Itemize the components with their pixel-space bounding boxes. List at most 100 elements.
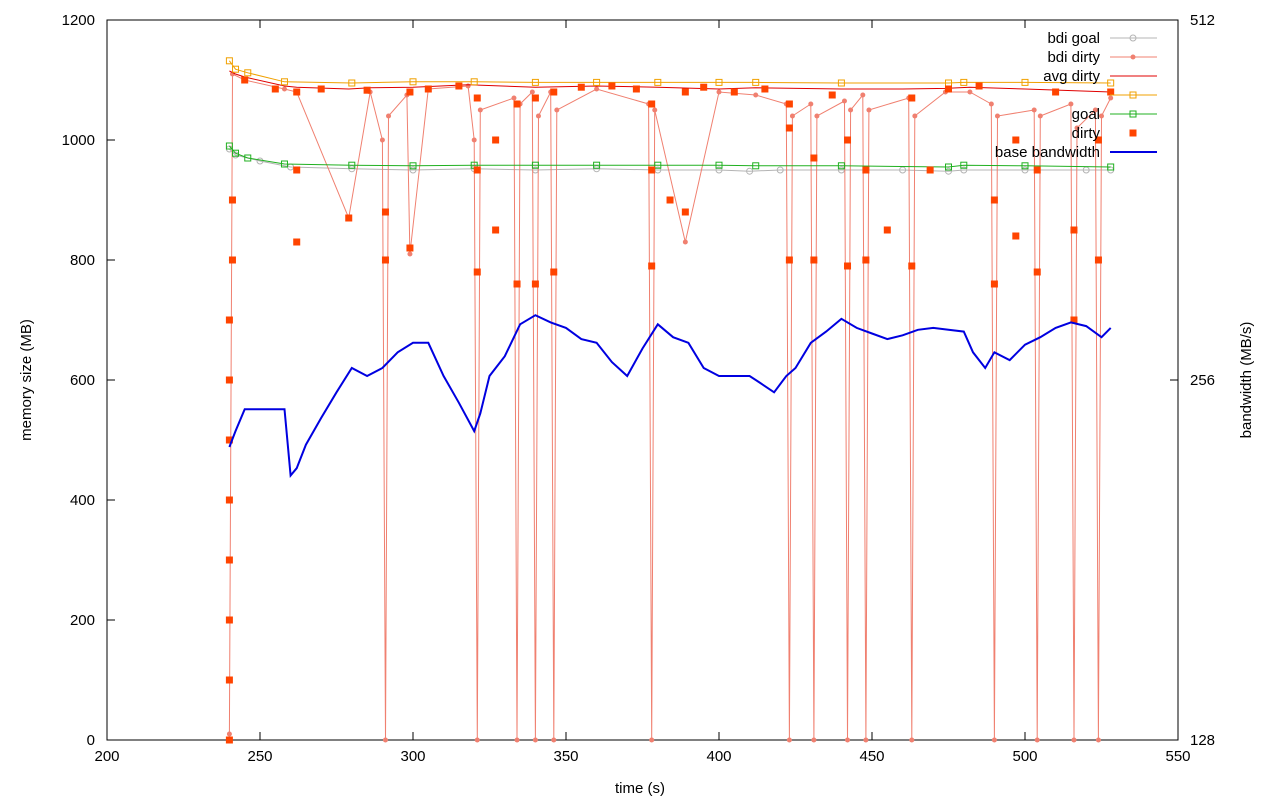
data-point (531, 280, 539, 288)
series-unnamed-3 (225, 57, 1115, 87)
data-point (994, 113, 1000, 119)
y2-tick-label: 512 (1190, 12, 1215, 29)
data-point (811, 737, 817, 743)
data-point (225, 57, 233, 65)
data-point (991, 737, 997, 743)
data-point (1021, 166, 1029, 174)
data-point (810, 154, 818, 162)
data-point (926, 166, 934, 174)
legend-marker (1129, 129, 1137, 137)
data-point (473, 94, 481, 102)
data-point (700, 83, 708, 91)
data-point (409, 78, 417, 86)
data-point (648, 100, 656, 108)
data-point (531, 78, 539, 86)
data-point (348, 161, 356, 169)
data-point (848, 107, 854, 113)
data-point (883, 226, 891, 234)
data-point (228, 196, 236, 204)
data-point (960, 161, 968, 169)
data-point (532, 737, 538, 743)
data-point (1037, 113, 1043, 119)
y2-tick-label: 128 (1190, 732, 1215, 749)
data-point (866, 107, 872, 113)
legend-label: dirty (1072, 125, 1101, 142)
data-point (909, 737, 915, 743)
x-axis-label: time (s) (615, 780, 665, 797)
data-point (241, 76, 249, 84)
data-point (232, 65, 240, 73)
series-bdi-dirty (226, 71, 1114, 743)
y2-axis-label: bandwidth (MB/s) (1238, 322, 1255, 439)
data-point (908, 94, 916, 102)
data-point (225, 496, 233, 504)
data-point (381, 208, 389, 216)
data-point (477, 107, 483, 113)
data-point (1107, 88, 1115, 96)
data-point (1099, 113, 1104, 119)
data-point (844, 262, 852, 270)
data-point (860, 92, 866, 98)
data-point (492, 136, 500, 144)
y-tick-label: 1200 (62, 12, 95, 29)
data-point (256, 157, 264, 165)
data-point (863, 737, 869, 743)
data-point (844, 136, 852, 144)
data-point (593, 161, 601, 169)
legend-marker (1129, 91, 1137, 99)
data-point (1107, 163, 1115, 171)
legend-label: base bandwidth (995, 144, 1100, 161)
data-point (908, 262, 916, 270)
data-point (837, 79, 845, 87)
data-point (652, 107, 658, 113)
data-point (531, 161, 539, 169)
data-point (649, 737, 655, 743)
series-line (228, 73, 1112, 741)
data-point (990, 280, 998, 288)
data-point (785, 256, 793, 264)
data-point (593, 78, 601, 86)
data-point (593, 165, 601, 173)
data-point (345, 214, 353, 222)
data-point (912, 113, 918, 119)
data-point (492, 226, 500, 234)
data-point (715, 78, 723, 86)
data-point (280, 78, 288, 86)
data-point (862, 256, 870, 264)
data-point (381, 256, 389, 264)
data-point (945, 163, 952, 171)
data-point (474, 737, 480, 743)
data-point (1094, 136, 1102, 144)
data-point (594, 86, 600, 92)
data-point (776, 166, 784, 174)
series-line (229, 148, 1111, 172)
series-base-bandwidth (228, 314, 1112, 478)
y-tick-label: 0 (87, 732, 95, 749)
data-point (550, 88, 558, 96)
data-point (382, 737, 388, 743)
data-point (386, 113, 392, 119)
data-point (271, 85, 279, 93)
data-point (473, 268, 481, 276)
data-point (348, 165, 356, 173)
data-point (715, 161, 723, 169)
data-point (225, 676, 233, 684)
data-point (554, 107, 560, 113)
plot-frame (106, 19, 1179, 741)
data-point (715, 166, 723, 174)
data-point (746, 167, 754, 175)
data-point (409, 166, 417, 174)
data-point (407, 251, 413, 257)
data-point (945, 167, 952, 175)
data-point (975, 82, 983, 90)
data-point (1033, 268, 1041, 276)
data-point (281, 86, 287, 92)
data-point (828, 91, 836, 99)
data-point (1074, 125, 1080, 131)
y-tick-label: 800 (70, 252, 95, 269)
data-point (785, 124, 793, 132)
data-point (473, 166, 481, 174)
data-point (225, 376, 233, 384)
data-point (348, 79, 356, 87)
